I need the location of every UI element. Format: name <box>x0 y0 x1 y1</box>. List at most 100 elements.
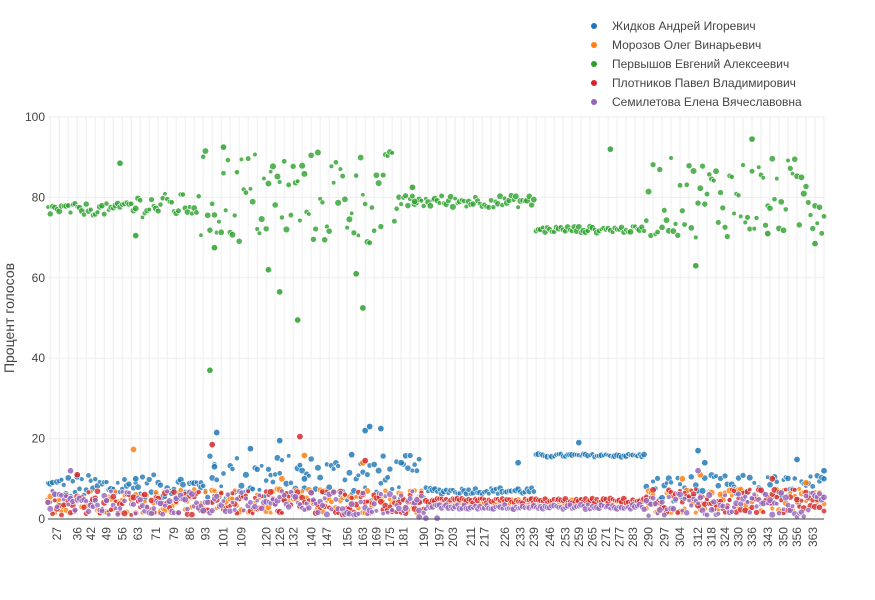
data-point[interactable] <box>418 492 425 500</box>
data-point[interactable] <box>328 506 335 512</box>
data-point[interactable] <box>355 232 361 238</box>
data-point[interactable] <box>820 475 828 483</box>
data-point[interactable] <box>575 223 583 231</box>
data-point[interactable] <box>693 509 699 516</box>
data-point[interactable] <box>676 490 684 499</box>
data-point[interactable] <box>263 477 270 484</box>
data-point[interactable] <box>103 200 110 207</box>
data-point[interactable] <box>748 135 756 143</box>
data-point[interactable] <box>254 226 260 232</box>
data-point[interactable] <box>714 482 722 490</box>
data-point[interactable] <box>249 198 257 206</box>
data-point[interactable] <box>119 489 125 495</box>
data-point[interactable] <box>156 499 165 507</box>
data-point[interactable] <box>200 482 207 489</box>
data-point[interactable] <box>774 501 780 507</box>
data-point[interactable] <box>377 498 385 506</box>
data-point[interactable] <box>762 222 769 229</box>
data-point[interactable] <box>753 509 760 516</box>
data-point[interactable] <box>649 161 657 168</box>
data-point[interactable] <box>146 206 152 213</box>
data-point[interactable] <box>353 172 360 179</box>
data-point[interactable] <box>404 202 412 209</box>
data-point[interactable] <box>641 228 647 234</box>
data-point[interactable] <box>701 200 709 208</box>
data-point[interactable] <box>793 456 801 464</box>
data-point[interactable] <box>746 474 754 482</box>
data-point[interactable] <box>229 466 236 472</box>
data-point[interactable] <box>721 224 729 231</box>
data-point[interactable] <box>656 506 664 514</box>
data-point[interactable] <box>204 211 212 219</box>
data-point[interactable] <box>249 485 256 493</box>
data-point[interactable] <box>331 180 337 186</box>
data-point[interactable] <box>703 511 711 518</box>
data-point[interactable] <box>121 497 128 504</box>
data-point[interactable] <box>279 457 285 464</box>
data-point[interactable] <box>677 182 684 189</box>
data-point[interactable] <box>807 473 814 480</box>
data-point[interactable] <box>677 481 683 487</box>
data-point[interactable] <box>188 490 196 498</box>
data-point[interactable] <box>307 455 315 463</box>
data-point[interactable] <box>213 492 220 500</box>
data-point[interactable] <box>370 461 378 468</box>
data-point[interactable] <box>679 207 686 215</box>
data-point[interactable] <box>297 217 303 224</box>
data-point[interactable] <box>530 488 537 495</box>
data-point[interactable] <box>643 217 650 224</box>
data-point[interactable] <box>575 439 583 447</box>
data-point[interactable] <box>314 464 322 472</box>
data-point[interactable] <box>703 190 711 198</box>
data-point[interactable] <box>71 506 79 514</box>
data-point[interactable] <box>136 496 144 504</box>
data-point[interactable] <box>252 151 258 158</box>
data-point[interactable] <box>694 199 702 207</box>
data-point[interactable] <box>269 478 276 486</box>
data-point[interactable] <box>281 492 288 499</box>
data-point[interactable] <box>312 225 319 233</box>
data-point[interactable] <box>296 462 303 469</box>
data-point[interactable] <box>751 480 757 486</box>
data-point[interactable] <box>154 207 162 215</box>
data-point[interactable] <box>341 195 349 203</box>
data-point[interactable] <box>722 492 728 498</box>
data-point[interactable] <box>157 201 164 208</box>
data-point[interactable] <box>802 479 810 487</box>
data-point[interactable] <box>85 472 92 479</box>
data-point[interactable] <box>654 475 661 482</box>
data-point[interactable] <box>130 501 137 508</box>
data-point[interactable] <box>325 227 333 235</box>
data-point[interactable] <box>238 489 245 496</box>
data-point[interactable] <box>802 183 810 190</box>
data-point[interactable] <box>361 457 369 465</box>
data-point[interactable] <box>120 509 129 518</box>
data-point[interactable] <box>362 201 369 207</box>
data-point[interactable] <box>278 475 286 483</box>
data-point[interactable] <box>688 502 695 509</box>
data-point[interactable] <box>699 162 706 170</box>
data-point[interactable] <box>328 163 335 169</box>
data-point[interactable] <box>285 181 292 188</box>
data-point[interactable] <box>204 498 212 506</box>
data-point[interactable] <box>696 184 704 192</box>
data-point[interactable] <box>291 493 300 501</box>
data-point[interactable] <box>251 503 259 511</box>
data-point[interactable] <box>379 171 387 179</box>
data-point[interactable] <box>742 493 749 500</box>
data-point[interactable] <box>109 493 117 501</box>
data-point[interactable] <box>774 175 780 182</box>
data-point[interactable] <box>452 196 458 202</box>
data-point[interactable] <box>319 502 326 509</box>
data-point[interactable] <box>164 488 171 495</box>
data-point[interactable] <box>108 488 114 495</box>
data-point[interactable] <box>416 456 423 463</box>
data-point[interactable] <box>802 492 810 500</box>
data-point[interactable] <box>780 506 787 512</box>
data-point[interactable] <box>58 511 65 519</box>
data-point[interactable] <box>785 157 791 164</box>
data-point[interactable] <box>103 497 110 504</box>
data-point[interactable] <box>148 196 155 203</box>
data-point[interactable] <box>201 147 209 155</box>
data-point[interactable] <box>202 489 209 496</box>
